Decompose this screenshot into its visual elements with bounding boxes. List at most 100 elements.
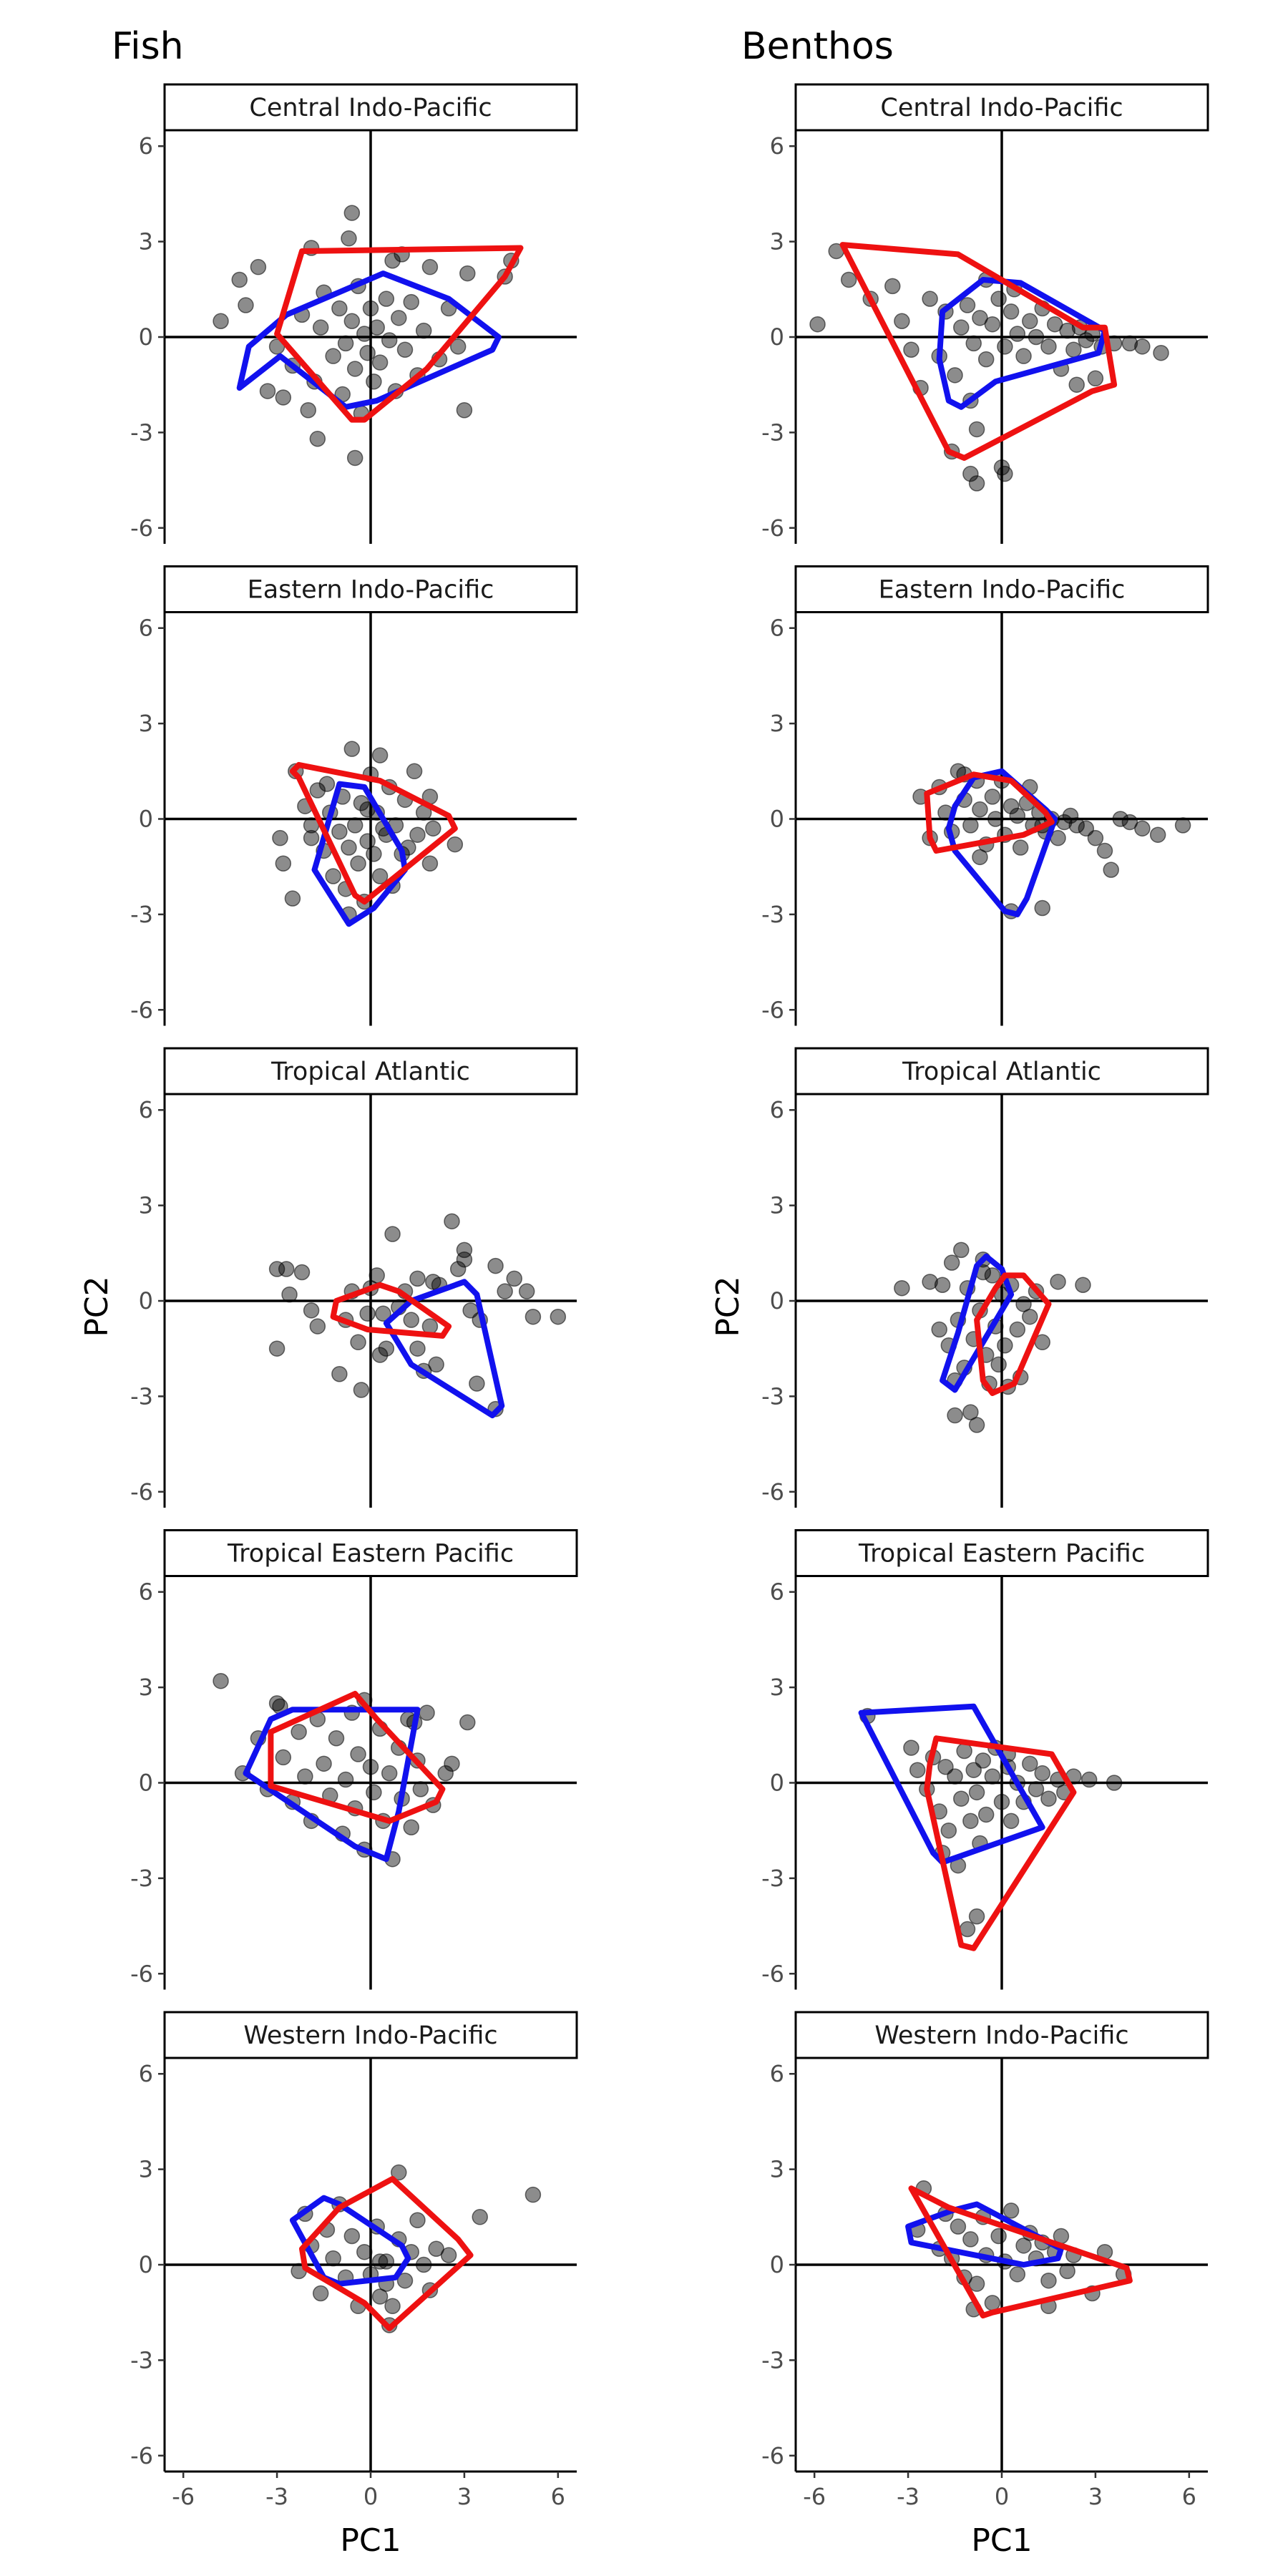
data-point	[525, 2186, 542, 2203]
data-point	[337, 1771, 354, 1788]
panel-fish-tropical-atlantic: Tropical Atlantic -6 -3 0 3 6	[130, 1047, 578, 1508]
data-point	[425, 1274, 441, 1290]
data-point	[421, 258, 439, 275]
data-point	[959, 1921, 976, 1938]
data-point	[459, 265, 476, 282]
column-title-fish: Fish	[112, 25, 184, 68]
x-tick-label: 6	[1182, 2483, 1196, 2510]
hull-blue	[858, 1703, 1045, 1865]
strip-box	[163, 2011, 578, 2059]
data-point	[1087, 370, 1104, 387]
data-point	[350, 855, 366, 872]
data-point	[238, 297, 254, 313]
x-tick-label: -3	[897, 2483, 919, 2510]
data-point	[977, 351, 995, 368]
y-tick-label: -3	[130, 419, 153, 446]
data-point	[940, 1822, 957, 1839]
strip-box	[163, 565, 578, 613]
data-point	[950, 2218, 967, 2235]
data-point	[1050, 1274, 1066, 1290]
data-point	[968, 1417, 985, 1433]
panel-benthos-central-indo-pacific: Central Indo-Pacific -6 -3 0 3 6	[761, 83, 1209, 544]
data-point	[428, 1356, 444, 1373]
data-point	[337, 335, 354, 352]
data-point	[325, 348, 341, 364]
data-point	[953, 1790, 970, 1807]
data-point	[291, 1724, 307, 1740]
data-point	[943, 1254, 960, 1271]
panel-fish-western-indo-pacific: Western Indo-Pacific -6 -3 0 3 6 -6 -3 0 3 6	[130, 2011, 578, 2510]
data-point	[309, 1318, 326, 1335]
data-point	[1112, 811, 1129, 827]
data-point	[346, 449, 364, 467]
data-point	[472, 2209, 488, 2225]
x-tick-label: 0	[995, 2483, 1009, 2510]
y-tick-label: -6	[761, 514, 784, 542]
data-point	[403, 293, 419, 311]
data-point	[378, 291, 395, 307]
data-point	[378, 1340, 395, 1357]
data-point	[369, 1267, 385, 1284]
strip-label: Tropical Eastern Pacific	[858, 1540, 1145, 1568]
data-point	[1009, 326, 1026, 342]
data-point	[1121, 814, 1138, 831]
data-point	[297, 1768, 313, 1785]
data-point	[1015, 2238, 1032, 2254]
data-point	[403, 1312, 419, 1328]
data-point	[922, 291, 938, 307]
data-point	[997, 338, 1013, 355]
y-tick-label: 6	[770, 2060, 784, 2087]
data-point	[381, 332, 398, 348]
data-point	[362, 1759, 379, 1775]
data-point	[444, 1755, 460, 1772]
data-point	[391, 310, 407, 326]
data-point	[990, 1356, 1007, 1373]
data-point	[1034, 1765, 1050, 1782]
data-point	[312, 319, 329, 336]
y-tick-label: 0	[770, 2251, 784, 2278]
data-point	[506, 1270, 522, 1287]
data-point	[428, 2240, 444, 2258]
data-point	[350, 1746, 366, 1762]
x-tick-label: -6	[172, 2483, 195, 2510]
data-point	[1009, 807, 1026, 824]
data-point	[371, 868, 389, 884]
y-tick-label: 0	[139, 806, 153, 833]
data-point	[840, 271, 857, 288]
data-point	[903, 341, 919, 358]
data-point	[384, 253, 401, 269]
data-point	[968, 2275, 985, 2292]
y-tick-label: 3	[139, 2156, 153, 2183]
x-tick-label: 0	[364, 2483, 378, 2510]
data-point	[268, 1261, 286, 1277]
data-point	[362, 300, 379, 317]
data-point	[359, 344, 376, 361]
strip-label: Western Indo-Pacific	[243, 2021, 497, 2050]
data-point	[331, 1366, 348, 1382]
data-point	[259, 383, 276, 399]
data-point	[1009, 2266, 1026, 2283]
y-tick-label: -6	[761, 1478, 784, 1506]
strip-label: Western Indo-Pacific	[874, 2021, 1128, 2050]
data-point	[968, 1784, 985, 1801]
data-point	[1068, 376, 1085, 393]
data-point	[415, 322, 432, 339]
data-point	[396, 341, 414, 358]
data-point	[809, 316, 826, 333]
data-point	[518, 1283, 535, 1299]
data-point	[1103, 862, 1119, 878]
data-point	[381, 1765, 398, 1782]
y-tick-label: 3	[139, 228, 153, 255]
strip-box	[794, 565, 1209, 613]
data-point	[1087, 829, 1104, 847]
data-point	[1009, 1321, 1026, 1338]
strip-box	[794, 1047, 1209, 1096]
hull-red	[924, 1735, 1077, 1951]
data-point	[309, 782, 326, 799]
data-point	[456, 1241, 473, 1259]
strip-box	[794, 1529, 1209, 1577]
data-point	[356, 2243, 373, 2260]
hull-red	[299, 2176, 474, 2331]
data-point	[993, 1793, 1010, 1810]
data-point	[391, 2164, 407, 2181]
